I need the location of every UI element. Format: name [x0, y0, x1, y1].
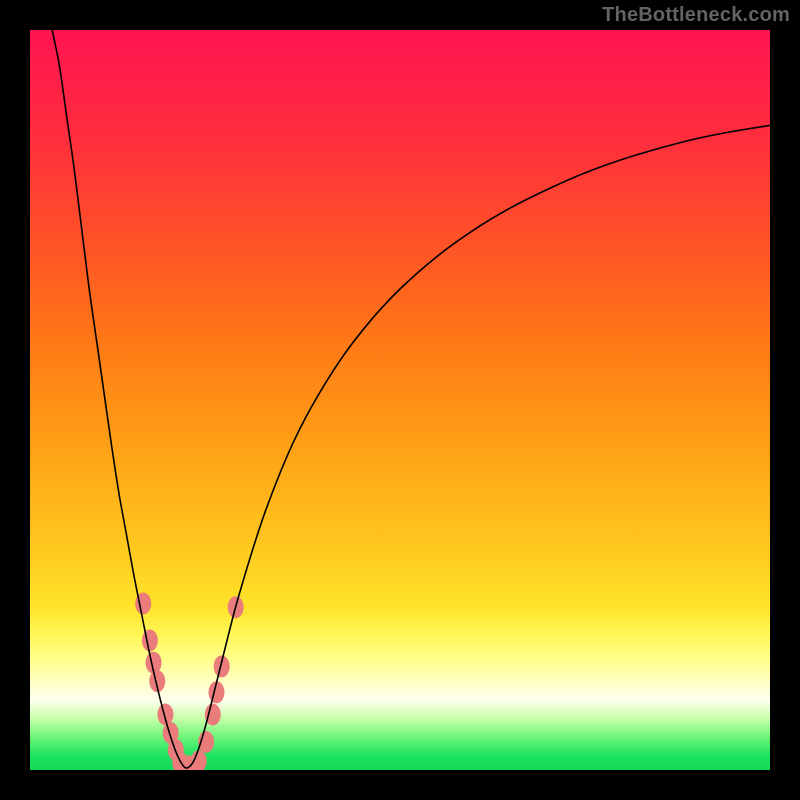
data-marker: [142, 630, 158, 652]
watermark-text: TheBottleneck.com: [602, 4, 790, 27]
gradient-background: [30, 30, 770, 770]
bottleneck-chart: [0, 0, 800, 800]
chart-container: TheBottleneck.com: [0, 0, 800, 800]
